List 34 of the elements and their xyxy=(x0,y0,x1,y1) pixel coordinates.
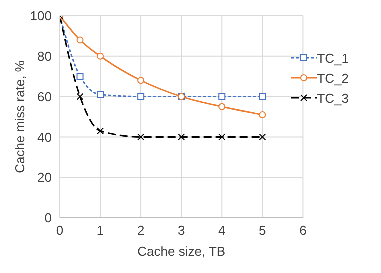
x-tick-label: 5 xyxy=(259,223,266,238)
legend-label: TC_1 xyxy=(317,50,349,66)
x-tick-label: 0 xyxy=(56,223,64,238)
x-tick-label: 1 xyxy=(96,223,104,238)
point xyxy=(218,103,226,110)
point xyxy=(218,93,226,100)
y-tick-label: 0 xyxy=(44,210,52,226)
y-tick-label: 40 xyxy=(38,130,52,145)
legend-label: TC_2 xyxy=(317,70,349,86)
point xyxy=(138,93,145,100)
point xyxy=(259,111,266,118)
point xyxy=(138,77,145,84)
x-tick-label: 3 xyxy=(178,223,186,238)
point xyxy=(97,128,104,135)
legend-label: TC_3 xyxy=(317,90,349,106)
x-tick-label: 2 xyxy=(137,223,145,238)
point xyxy=(76,73,84,80)
y-axis-title: Cache miss rate, % xyxy=(12,60,28,174)
x-tick-label: 4 xyxy=(218,223,226,238)
y-tick-label: 100 xyxy=(30,8,52,24)
point xyxy=(76,93,84,100)
point xyxy=(259,134,266,141)
x-tick-label: 6 xyxy=(300,223,307,238)
y-tick-label: 20 xyxy=(38,170,52,186)
x-axis-title: Cache size, TB xyxy=(138,244,226,259)
point xyxy=(97,52,104,60)
point xyxy=(178,134,186,141)
point xyxy=(218,134,226,141)
point xyxy=(76,36,84,44)
point xyxy=(259,93,266,100)
y-tick-label: 80 xyxy=(38,49,52,64)
point xyxy=(97,91,104,98)
y-tick-label: 60 xyxy=(38,89,52,104)
point xyxy=(138,134,145,141)
